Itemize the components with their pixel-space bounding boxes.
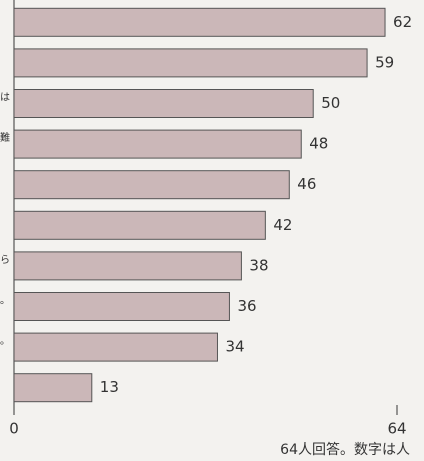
- bar: [13, 129, 302, 159]
- category-label: 。: [0, 296, 10, 307]
- bar: [13, 48, 368, 78]
- bar: [13, 170, 290, 200]
- bar: [13, 292, 230, 321]
- bar: [13, 251, 242, 281]
- value-label: 50: [321, 94, 340, 112]
- value-label: 34: [225, 338, 244, 356]
- value-label: 48: [309, 135, 328, 153]
- x-tick-label: 0: [9, 420, 19, 438]
- value-label: 42: [273, 216, 292, 234]
- value-label: 13: [100, 378, 119, 396]
- value-label: 46: [297, 175, 316, 193]
- value-label: 62: [393, 13, 412, 31]
- bar: [13, 7, 386, 37]
- category-label: 。: [0, 336, 10, 347]
- category-label: ら: [0, 254, 10, 266]
- bar: [13, 332, 218, 362]
- category-label: 難: [0, 131, 10, 144]
- x-tick-label: 64: [387, 420, 406, 438]
- bar: [13, 89, 314, 118]
- category-label: は: [0, 92, 10, 104]
- bar: [13, 210, 266, 240]
- value-label: 36: [237, 297, 256, 315]
- annotation: 64人回答。数字は人: [280, 441, 410, 458]
- bar: [13, 373, 93, 403]
- value-label: 38: [249, 256, 268, 274]
- value-label: 59: [375, 53, 394, 71]
